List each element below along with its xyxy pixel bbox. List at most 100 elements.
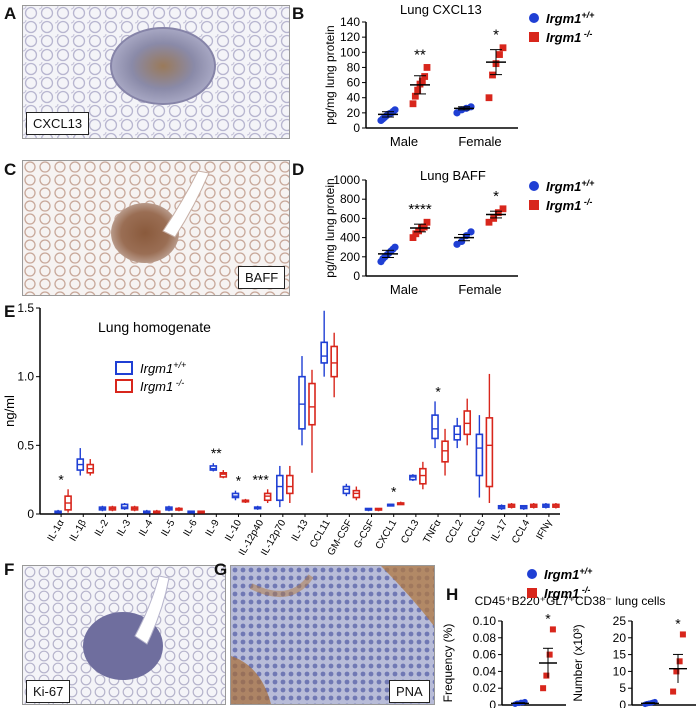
- significance-marker: *: [493, 188, 499, 205]
- x-category-label: CXCL1: [374, 518, 400, 552]
- legend-h: Irgm1+/+ Irgm1 -/-: [527, 566, 593, 600]
- y-tick-label: 20: [613, 631, 627, 645]
- x-category-label: IL-5: [159, 518, 177, 539]
- significance-marker: *: [236, 473, 242, 489]
- data-point-wt: [467, 228, 475, 236]
- box-wt: [475, 433, 484, 477]
- significance-marker: *: [435, 383, 441, 399]
- y-tick-label: 15: [613, 648, 627, 662]
- y-tick-label: 1.5: [17, 301, 34, 315]
- y-tick-label: 0.04: [473, 664, 497, 678]
- data-point-wt: [391, 243, 399, 251]
- x-category-label: IL-17: [489, 518, 510, 544]
- data-point-ko: [411, 92, 419, 100]
- y-tick-label: 120: [340, 30, 360, 44]
- significance-marker: *: [545, 610, 551, 626]
- legend-label-wt: Irgm1+/+: [546, 10, 595, 26]
- box-wt: [320, 341, 328, 364]
- panel-letter-e: E: [4, 302, 16, 321]
- legend-marker-ko: [529, 32, 539, 42]
- y-axis-label: pg/mg lung protein: [323, 178, 337, 277]
- y-tick-label: 600: [340, 211, 360, 225]
- chart-e-cytokines: 0 0.5 1.0 1.5 Lung homogenate ng/ml IL-1α * IL-1…: [2, 301, 560, 555]
- panel-letter-g: G: [214, 560, 228, 579]
- data-point-ko: [423, 218, 431, 226]
- y-tick-label: 0.10: [473, 614, 497, 628]
- y-axis-label: Frequency (%): [441, 624, 455, 703]
- data-point-ko: [543, 672, 550, 679]
- significance-marker: *: [58, 471, 64, 487]
- box-wt: [453, 425, 462, 441]
- x-category-label: IL-1α: [46, 518, 67, 544]
- y-tick-label: 400: [340, 231, 360, 245]
- x-category-label: IL-2: [93, 518, 111, 539]
- data-point-ko: [673, 668, 680, 675]
- significance-marker: ****: [408, 201, 432, 218]
- legend-marker-ko: [527, 588, 537, 598]
- x-category-label: IL-1β: [68, 518, 89, 544]
- x-category-label: CCL5: [466, 518, 489, 546]
- x-category-label: IL-3: [115, 518, 133, 539]
- legend-marker-wt: [529, 13, 539, 23]
- y-tick-label: 800: [340, 192, 360, 206]
- y-axis-label: Number (x10³): [571, 624, 585, 701]
- x-category-label: IL-13: [290, 518, 311, 544]
- data-point-ko: [418, 77, 426, 85]
- x-category-label: IL-9: [204, 518, 222, 539]
- x-category-label: IL-10: [223, 518, 244, 544]
- data-point-ko: [499, 44, 507, 52]
- panel-letter-a: A: [4, 4, 17, 23]
- legend-label-wt: Irgm1+/+: [544, 566, 593, 582]
- y-tick-label: 0.06: [473, 648, 497, 662]
- chart-title: Lung homogenate: [98, 319, 211, 335]
- chart-h-gc-cells: CD45⁺B220⁺GL7⁺CD38⁻ lung cells 0 0.02 0.04 0…: [441, 595, 696, 708]
- legend-marker-wt: [527, 569, 537, 579]
- y-tick-label: 1.0: [17, 370, 34, 384]
- panel-letter-f: F: [4, 560, 15, 579]
- y-tick-label: 0: [353, 121, 360, 135]
- data-point-ko: [499, 205, 507, 213]
- data-point-wt: [458, 237, 466, 246]
- micro-label-pna: PNA: [389, 680, 430, 703]
- panel-letter-h: H: [446, 585, 459, 604]
- panel-letter-b: B: [292, 4, 305, 23]
- y-tick-label: 0: [353, 269, 360, 283]
- x-category-label: Male: [390, 134, 418, 149]
- data-point-ko: [485, 94, 493, 102]
- legend-label-ko: Irgm1 -/-: [546, 29, 592, 45]
- significance-marker: **: [414, 46, 426, 63]
- y-tick-label: 0: [489, 698, 496, 708]
- y-tick-label: 0.08: [473, 631, 497, 645]
- x-category-label: CCL4: [510, 518, 533, 546]
- legend-box-ko: [115, 379, 133, 393]
- y-tick-label: 140: [340, 15, 360, 29]
- y-tick-label: 20: [347, 106, 361, 120]
- legend-label-wt: Irgm1+/+: [140, 360, 186, 376]
- box-ko: [485, 417, 494, 488]
- legend-label-ko: Irgm1 -/-: [546, 197, 592, 213]
- y-tick-label: 40: [347, 91, 361, 105]
- x-category-label: TNFα: [421, 518, 443, 546]
- y-tick-label: 100: [340, 45, 360, 59]
- significance-marker: *: [493, 27, 499, 44]
- box-ko: [308, 382, 316, 426]
- data-point-ko: [421, 73, 429, 80]
- data-point-wt: [391, 106, 399, 114]
- data-point-ko: [409, 100, 417, 108]
- x-category-label: CCL2: [444, 518, 467, 546]
- x-category-label: Female: [458, 134, 501, 149]
- y-tick-label: 0.02: [473, 681, 497, 695]
- y-tick-label: 200: [340, 250, 360, 264]
- y-tick-label: 10: [613, 664, 627, 678]
- data-point-ko: [496, 51, 503, 58]
- significance-marker: *: [391, 484, 397, 500]
- significance-marker: **: [211, 445, 222, 461]
- box-wt: [276, 474, 284, 502]
- chart-title: Lung CXCL13: [400, 2, 482, 17]
- data-point-ko: [679, 631, 686, 638]
- y-tick-label: 0: [27, 507, 34, 521]
- data-point-ko: [549, 626, 556, 633]
- legend-label-wt: Irgm1+/+: [546, 178, 595, 194]
- legend-e: Irgm1+/+ Irgm1 -/-: [115, 360, 186, 394]
- x-category-label: CCL3: [399, 518, 422, 546]
